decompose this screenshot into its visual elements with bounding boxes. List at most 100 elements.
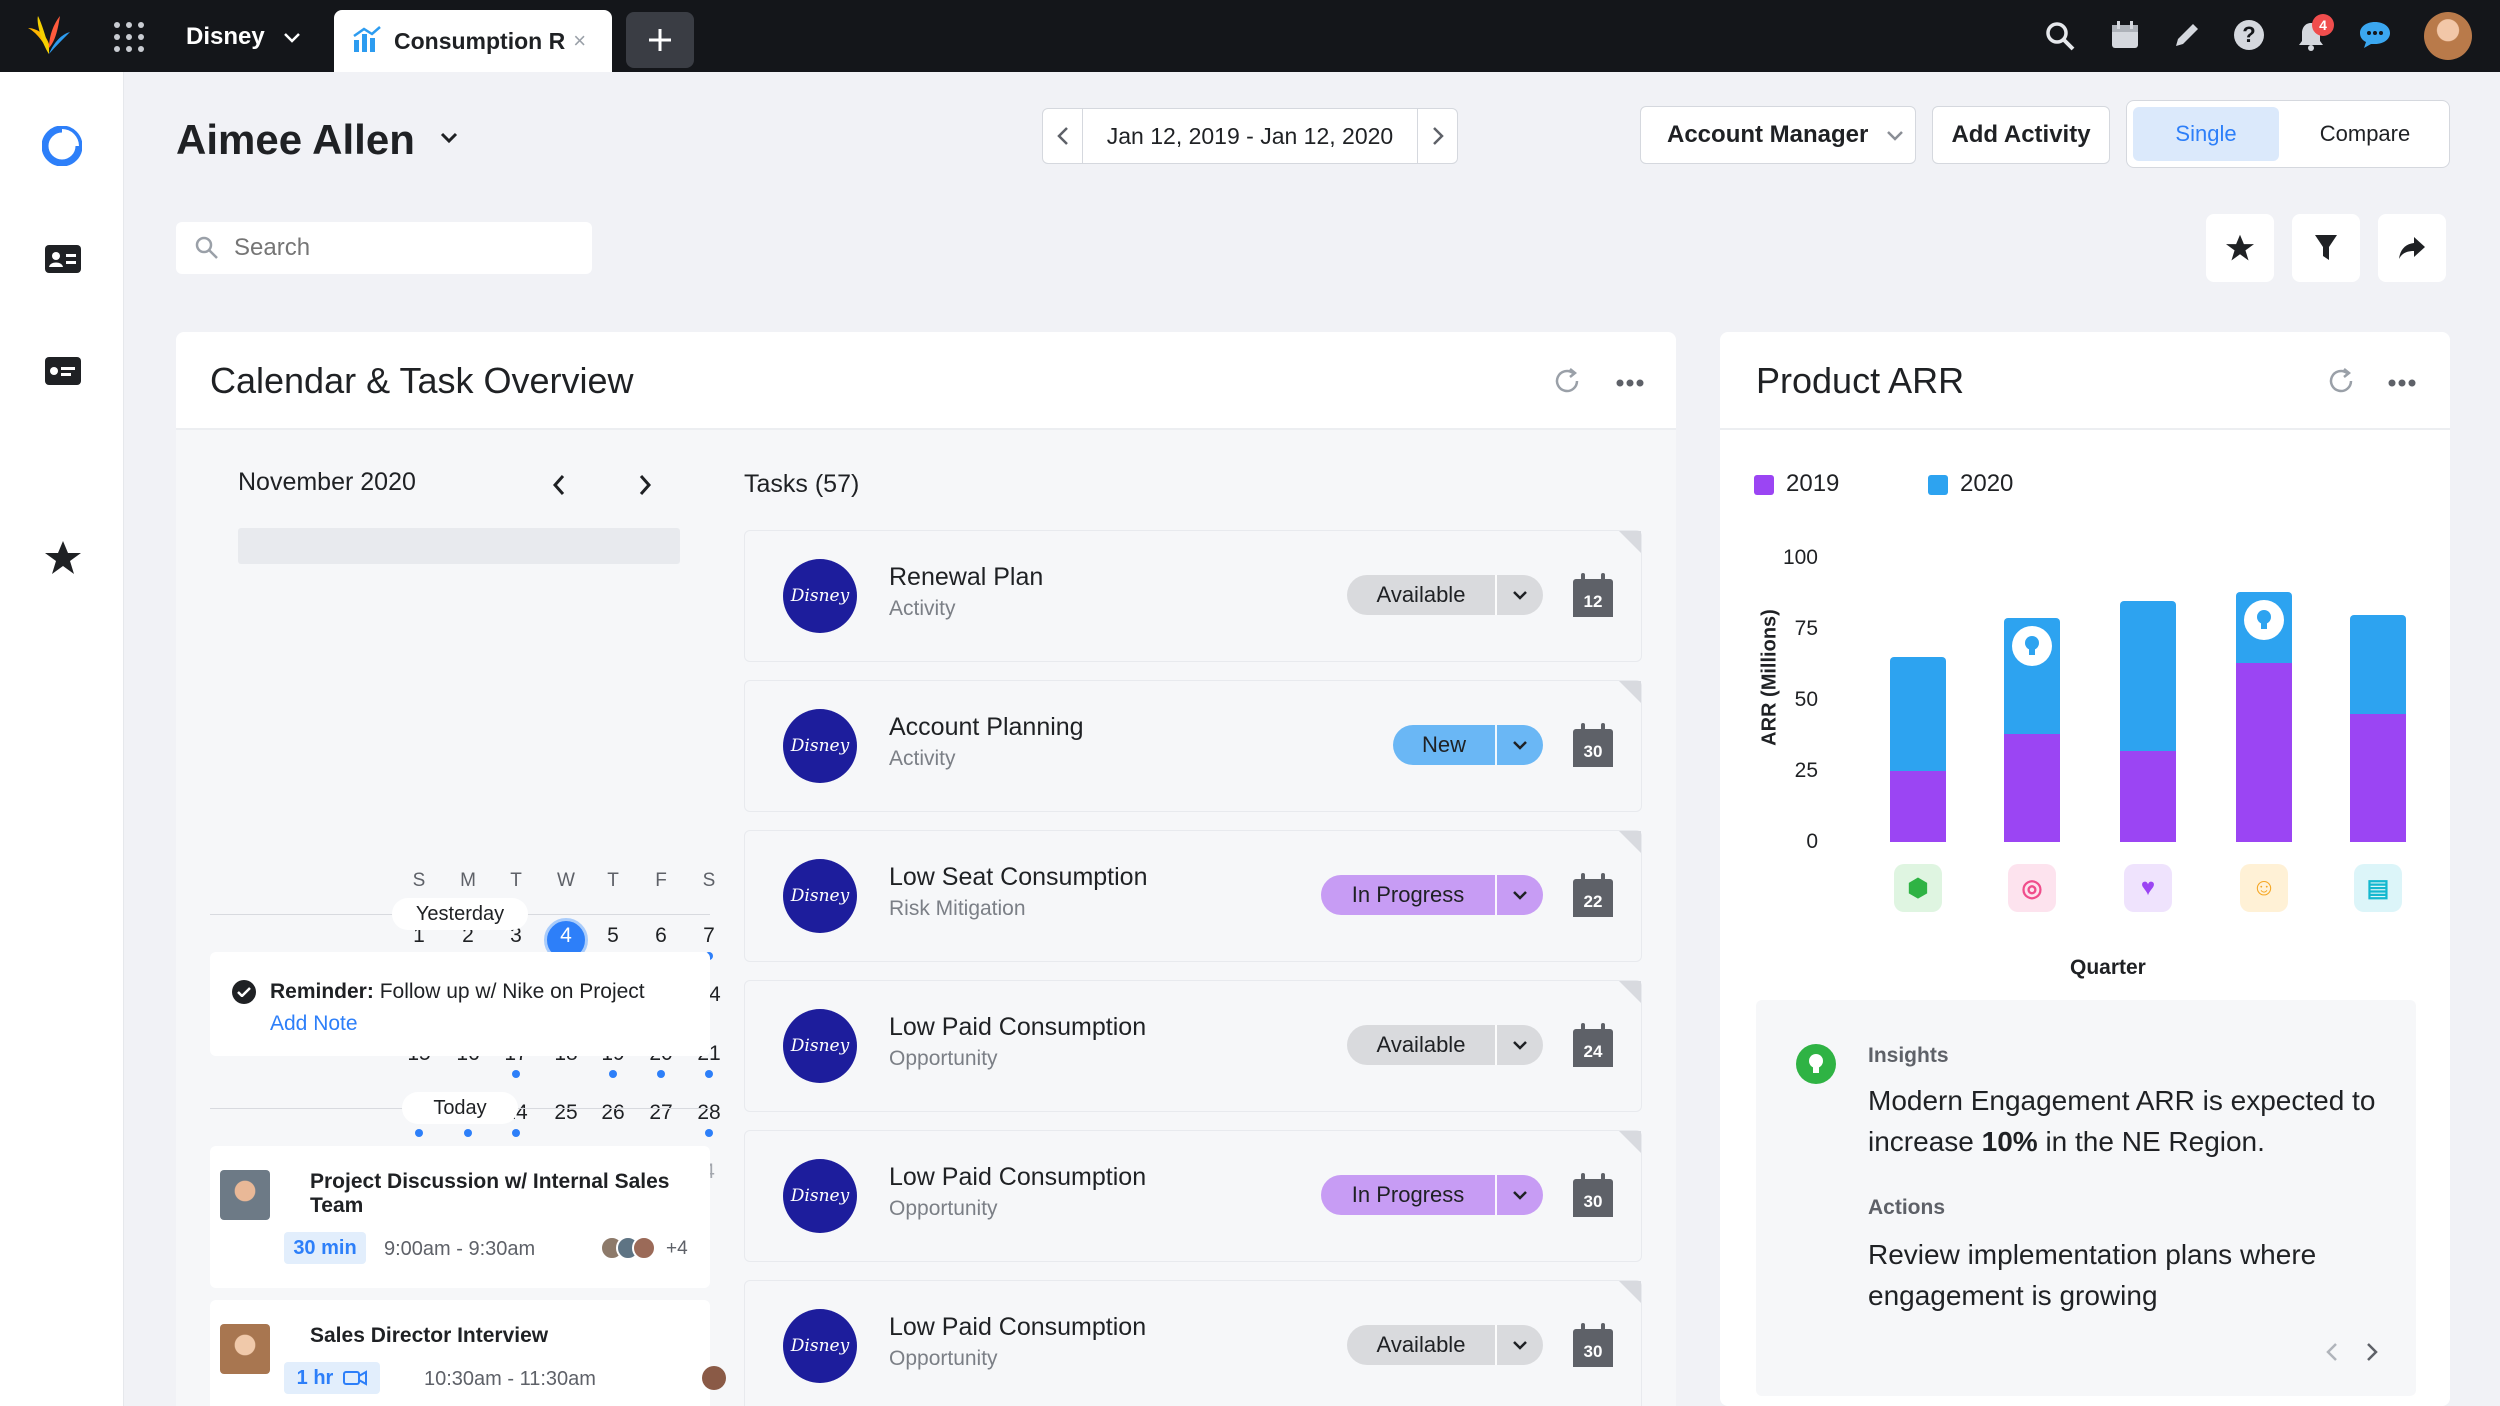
- insight-marker-icon[interactable]: [2012, 625, 2052, 666]
- task-card[interactable]: Disney Account Planning Activity New 30: [744, 680, 1642, 812]
- search-box[interactable]: [176, 222, 592, 274]
- due-date-calendar-icon[interactable]: 24: [1573, 1023, 1613, 1067]
- due-date-calendar-icon[interactable]: 30: [1573, 723, 1613, 767]
- new-tab-button[interactable]: [626, 12, 694, 68]
- due-date-calendar-icon[interactable]: 12: [1573, 573, 1613, 617]
- refresh-icon[interactable]: [2326, 366, 2356, 401]
- calendar-day[interactable]: 7: [703, 924, 715, 947]
- dashboard-icon[interactable]: [41, 125, 83, 171]
- calendar-day[interactable]: 2: [462, 924, 474, 947]
- prev-insight-button[interactable]: [2326, 1342, 2338, 1367]
- user-selector[interactable]: Aimee Allen: [176, 116, 459, 164]
- chat-icon[interactable]: [2358, 20, 2392, 55]
- bar-2020[interactable]: [2350, 614, 2406, 715]
- status-dropdown[interactable]: Available: [1347, 1025, 1543, 1065]
- status-dropdown[interactable]: Available: [1347, 1325, 1543, 1365]
- top-bar: Disney Consumption R × ? 4: [0, 0, 2500, 72]
- compare-mode-button[interactable]: Compare: [2287, 107, 2443, 161]
- next-insight-button[interactable]: [2366, 1342, 2378, 1367]
- calendar-day[interactable]: 3: [510, 924, 522, 947]
- due-date-calendar-icon[interactable]: 22: [1573, 873, 1613, 917]
- calendar-day[interactable]: 27: [649, 1101, 673, 1124]
- next-range-button[interactable]: [1417, 109, 1457, 163]
- pencil-icon[interactable]: [2172, 20, 2202, 55]
- bar-2019[interactable]: [2004, 734, 2060, 842]
- bar-2020[interactable]: [2120, 600, 2176, 752]
- filter-button[interactable]: [2292, 214, 2360, 282]
- task-card[interactable]: Disney Renewal Plan Activity Available 12: [744, 530, 1642, 662]
- next-month-button[interactable]: [638, 474, 652, 501]
- calendar-day[interactable]: 6: [655, 924, 667, 947]
- add-note-link[interactable]: Add Note: [270, 1012, 358, 1035]
- status-dropdown[interactable]: In Progress: [1321, 1175, 1543, 1215]
- chevron-down-icon[interactable]: [1495, 1325, 1543, 1365]
- status-dropdown[interactable]: Available: [1347, 575, 1543, 615]
- event-card[interactable]: Sales Director Interview 1 hr 10:30am - …: [210, 1300, 726, 1406]
- tab-consumption[interactable]: Consumption R ×: [334, 10, 612, 72]
- insight-marker-icon[interactable]: [2244, 600, 2284, 641]
- cyan-chat-icon[interactable]: ▤: [2354, 864, 2402, 912]
- chevron-down-icon[interactable]: [1495, 575, 1543, 615]
- task-card[interactable]: Disney Low Paid Consumption Opportunity Ava…: [744, 1280, 1642, 1406]
- bar-2020[interactable]: [1890, 657, 1946, 771]
- search-input[interactable]: [234, 234, 574, 262]
- favorite-button[interactable]: [2206, 214, 2274, 282]
- task-card[interactable]: Disney Low Paid Consumption Opportunity In …: [744, 1130, 1642, 1262]
- chevron-down-icon[interactable]: [1495, 1175, 1543, 1215]
- task-card[interactable]: Disney Low Paid Consumption Opportunity Ava…: [744, 980, 1642, 1112]
- bar-2019[interactable]: [2350, 714, 2406, 842]
- more-options-icon[interactable]: [1616, 374, 1644, 392]
- user-avatar[interactable]: [2424, 12, 2472, 60]
- app-logo-icon[interactable]: [26, 14, 72, 56]
- calendar-day[interactable]: 4: [560, 924, 572, 947]
- duration-badge: 1 hr: [284, 1362, 380, 1394]
- reminder-card[interactable]: Reminder: Follow up w/ Nike on Project A…: [210, 952, 710, 1056]
- calendar-day[interactable]: 25: [554, 1101, 578, 1124]
- calendar-day[interactable]: 26: [601, 1101, 625, 1124]
- task-type: Activity: [889, 747, 956, 770]
- attendee-stack: [600, 1236, 668, 1262]
- status-dropdown[interactable]: In Progress: [1321, 875, 1543, 915]
- bar-2019[interactable]: [1890, 771, 1946, 842]
- share-button[interactable]: [2378, 214, 2446, 282]
- calendar-day[interactable]: 28: [697, 1101, 721, 1124]
- role-select[interactable]: Account Manager: [1640, 106, 1916, 164]
- close-icon[interactable]: ×: [573, 28, 587, 53]
- legend-2020[interactable]: 2020: [1928, 470, 2013, 498]
- purple-heart-icon[interactable]: ♥: [2124, 864, 2172, 912]
- panel-title: Calendar & Task Overview: [210, 360, 634, 401]
- add-activity-button[interactable]: Add Activity: [1932, 106, 2110, 164]
- green-product-icon[interactable]: ⬢: [1894, 864, 1942, 912]
- single-mode-button[interactable]: Single: [2133, 107, 2279, 161]
- chevron-down-icon[interactable]: [1495, 1025, 1543, 1065]
- status-dropdown[interactable]: New: [1393, 725, 1543, 765]
- event-card[interactable]: Project Discussion w/ Internal Sales Tea…: [210, 1146, 710, 1288]
- calendar-month: November 2020: [238, 468, 416, 496]
- bar-2019[interactable]: [2120, 751, 2176, 842]
- due-date-calendar-icon[interactable]: 30: [1573, 1173, 1613, 1217]
- org-switcher[interactable]: Disney: [186, 22, 301, 52]
- star-nav-icon[interactable]: [44, 540, 82, 581]
- prev-range-button[interactable]: [1043, 109, 1083, 163]
- bar-2019[interactable]: [2236, 663, 2292, 842]
- chevron-down-icon[interactable]: [1495, 875, 1543, 915]
- due-date-calendar-icon[interactable]: 30: [1573, 1323, 1613, 1367]
- legend-2019[interactable]: 2019: [1754, 470, 1839, 498]
- app-grid-icon[interactable]: [112, 20, 146, 54]
- prev-month-button[interactable]: [552, 474, 566, 501]
- refresh-icon[interactable]: [1552, 366, 1582, 401]
- event-time: 10:30am - 11:30am: [424, 1368, 596, 1390]
- more-options-icon[interactable]: [2388, 374, 2416, 392]
- pink-target-icon[interactable]: ◎: [2008, 864, 2056, 912]
- calendar-day[interactable]: 5: [607, 924, 619, 947]
- calendar-icon[interactable]: [2110, 20, 2140, 55]
- search-icon[interactable]: [2044, 20, 2076, 57]
- contact-card-icon[interactable]: [44, 244, 82, 279]
- calendar-day[interactable]: 1: [413, 924, 425, 947]
- help-icon[interactable]: ?: [2234, 20, 2264, 50]
- id-card-icon[interactable]: [44, 356, 82, 391]
- date-range-picker[interactable]: Jan 12, 2019 - Jan 12, 2020: [1042, 108, 1458, 164]
- chevron-down-icon[interactable]: [1495, 725, 1543, 765]
- task-card[interactable]: Disney Low Seat Consumption Risk Mitigatio…: [744, 830, 1642, 962]
- yellow-smile-icon[interactable]: ☺: [2240, 864, 2288, 912]
